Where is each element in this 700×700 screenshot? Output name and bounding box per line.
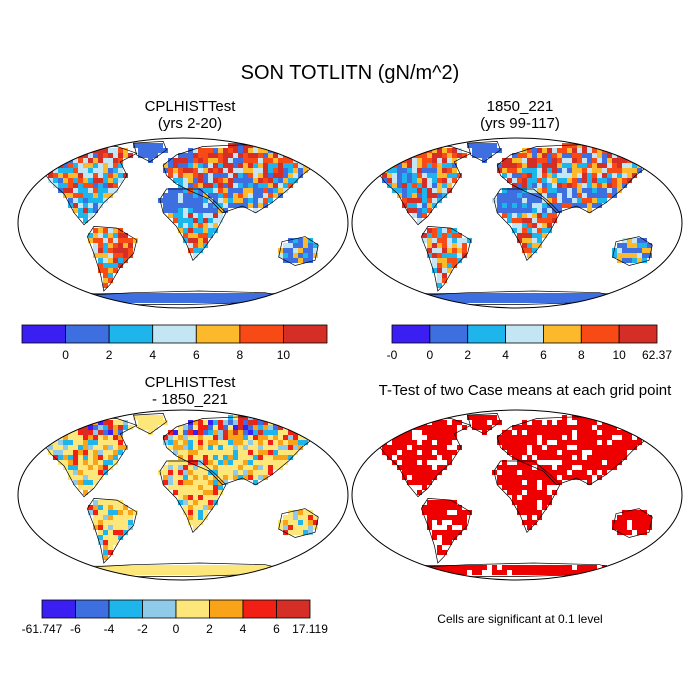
map-boundary-diff xyxy=(17,409,349,581)
control-colorbar-tick-label: 4 xyxy=(502,348,509,362)
test-colorbar-tick-label: 10 xyxy=(276,348,291,362)
diff-colorbar-swatch xyxy=(142,599,177,619)
diff-colorbar-tick-label: 17.119 xyxy=(292,622,328,636)
map-boundary-ttest xyxy=(351,409,683,581)
test-colorbar-swatch xyxy=(283,324,328,344)
map-cells-ttest xyxy=(372,415,662,575)
map-cells-control xyxy=(367,143,662,303)
diff-colorbar-swatch xyxy=(108,599,143,619)
map-cells-test xyxy=(33,143,328,303)
diff-colorbar-tick-label: 6 xyxy=(273,622,280,636)
test-colorbar-swatch xyxy=(108,324,154,344)
control-colorbar xyxy=(391,324,658,344)
control-colorbar-tick-label: 10 xyxy=(612,348,626,362)
panel-title-test: CPLHISTTest (yrs 2-20) xyxy=(144,98,236,132)
control-colorbar-swatch xyxy=(505,324,544,344)
control-colorbar-tick-label: 62.37 xyxy=(641,348,673,362)
control-colorbar-tick-label: -0 xyxy=(386,348,398,362)
test-colorbar-tick-label: 8 xyxy=(236,348,244,362)
test-colorbar-tick-label: 0 xyxy=(62,348,69,362)
map-cells-diff xyxy=(33,415,328,575)
panel-title-control: 1850_221 (yrs 99-117) xyxy=(480,98,560,132)
test-colorbar-tick-label: 6 xyxy=(192,348,200,362)
test-colorbar xyxy=(21,324,328,344)
map-panel-control xyxy=(351,137,683,309)
control-colorbar-swatch xyxy=(618,324,658,344)
figure-title: SON TOTLITN (gN/m^2) xyxy=(240,62,460,84)
diff-colorbar-tick-label: -61.747 xyxy=(21,622,63,636)
diff-colorbar-tick-label: -2 xyxy=(137,622,148,636)
panel-title-ttest: T-Test of two Case means at each grid po… xyxy=(378,382,672,399)
control-colorbar-swatch xyxy=(391,324,431,344)
map-panel-ttest xyxy=(351,409,683,581)
control-colorbar-tick-label: 6 xyxy=(540,348,547,362)
significance-note: Cells are significant at 0.1 level xyxy=(437,612,603,626)
diff-colorbar-swatch xyxy=(242,599,277,619)
diff-colorbar-swatch xyxy=(175,599,210,619)
control-colorbar-tick-label: 2 xyxy=(464,348,472,362)
panel-title-diff: CPLHISTTest - 1850_221 xyxy=(144,374,236,408)
test-colorbar-swatch xyxy=(195,324,241,344)
test-colorbar-swatch xyxy=(239,324,284,344)
map-panel-diff xyxy=(17,409,349,581)
test-colorbar-tick-label: 4 xyxy=(149,348,157,362)
diff-colorbar-tick-label: -6 xyxy=(70,622,81,636)
diff-colorbar-swatch xyxy=(209,599,244,619)
diff-colorbar-swatch xyxy=(75,599,110,619)
test-colorbar-swatch xyxy=(152,324,197,344)
control-colorbar-swatch xyxy=(580,324,620,344)
control-colorbar-tick-label: 8 xyxy=(577,348,585,362)
control-colorbar-swatch xyxy=(429,324,469,344)
diff-colorbar xyxy=(41,599,311,619)
test-colorbar-tick-label: 2 xyxy=(105,348,113,362)
diff-colorbar-swatch xyxy=(41,599,76,619)
map-boundary-test xyxy=(17,137,349,309)
diff-colorbar-tick-label: -4 xyxy=(103,622,115,636)
control-colorbar-swatch xyxy=(543,324,582,344)
test-colorbar-swatch xyxy=(21,324,66,344)
test-colorbar-swatch xyxy=(65,324,110,344)
map-boundary-control xyxy=(351,137,683,309)
diff-colorbar-tick-label: 2 xyxy=(206,622,213,636)
map-panel-test xyxy=(17,137,349,309)
diff-colorbar-tick-label: 0 xyxy=(172,622,180,636)
control-colorbar-tick-label: 0 xyxy=(426,348,434,362)
diff-colorbar-swatch xyxy=(276,599,311,619)
control-colorbar-swatch xyxy=(467,324,506,344)
diff-colorbar-tick-label: 4 xyxy=(239,622,247,636)
